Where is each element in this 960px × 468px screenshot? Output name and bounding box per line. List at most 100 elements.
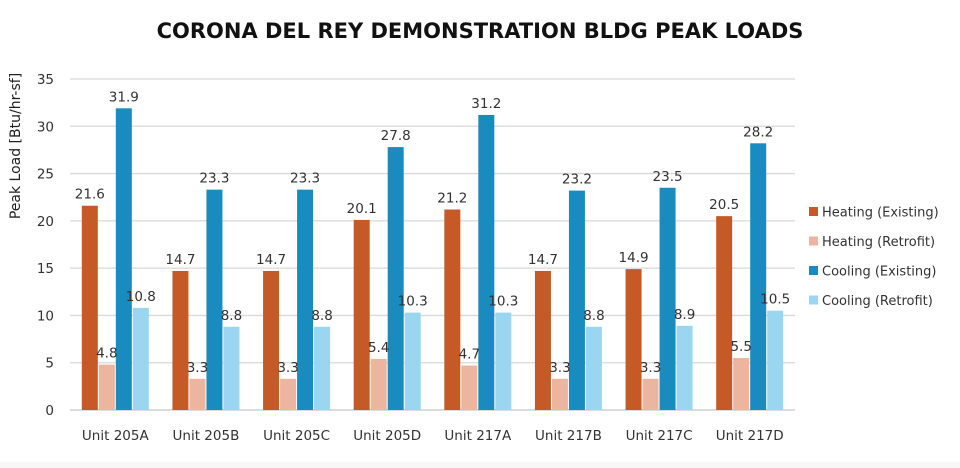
legend-item: Cooling (Existing) xyxy=(809,265,936,280)
data-label: 23.5 xyxy=(653,169,683,185)
data-label: 3.3 xyxy=(640,360,661,376)
data-label: 20.1 xyxy=(347,201,377,217)
legend-swatch xyxy=(809,207,818,216)
bar-heating-existing xyxy=(353,219,370,410)
data-label: 4.8 xyxy=(96,346,117,362)
legend: Heating (Existing) Heating (Retrofit) Cool… xyxy=(809,206,939,309)
bar-heating-retrofit xyxy=(733,357,750,410)
data-label: 14.7 xyxy=(165,252,195,268)
bar-heating-existing xyxy=(172,270,189,410)
data-label: 14.7 xyxy=(256,252,286,268)
data-label: 3.3 xyxy=(187,360,208,376)
data-label: 8.9 xyxy=(674,307,695,323)
data-label: 10.3 xyxy=(488,294,518,310)
bar-cooling-existing xyxy=(115,108,132,411)
bar-heating-existing xyxy=(263,270,280,410)
bar-cooling-retrofit xyxy=(314,326,331,410)
bar-heating-retrofit xyxy=(98,364,115,410)
data-label: 5.5 xyxy=(730,339,751,355)
y-tick-label: 35 xyxy=(37,72,54,88)
x-tick-label: Unit 217B xyxy=(535,428,602,444)
bar-cooling-existing xyxy=(750,143,767,410)
data-label: 14.7 xyxy=(528,252,558,268)
bar-cooling-retrofit xyxy=(585,326,602,410)
legend-item: Heating (Existing) xyxy=(809,206,939,221)
bar-heating-retrofit xyxy=(461,365,478,410)
bar-heating-existing xyxy=(444,209,461,410)
bars xyxy=(81,108,784,411)
bar-cooling-existing xyxy=(387,147,404,410)
x-tick-label: Unit 217D xyxy=(716,428,784,444)
bar-cooling-retrofit xyxy=(676,325,693,410)
y-tick-label: 0 xyxy=(45,403,54,419)
bar-heating-existing xyxy=(716,216,733,410)
data-label: 20.5 xyxy=(709,197,739,213)
chart-title: CORONA DEL REY DEMONSTRATION BLDG PEAK L… xyxy=(157,19,804,43)
data-label: 23.3 xyxy=(290,171,320,187)
data-label: 3.3 xyxy=(549,360,570,376)
bar-cooling-retrofit xyxy=(404,312,421,410)
bar-cooling-existing xyxy=(659,187,676,410)
legend-swatch xyxy=(809,295,818,305)
data-label: 3.3 xyxy=(277,360,298,376)
data-label: 10.8 xyxy=(126,289,156,305)
legend-label: Heating (Existing) xyxy=(822,206,939,221)
x-axis-ticks: Unit 205A Unit 205B Unit 205C Unit 205D Unit… xyxy=(82,428,784,444)
legend-item: Cooling (Retrofit) xyxy=(809,294,933,309)
data-label: 5.4 xyxy=(368,340,389,356)
bar-heating-existing xyxy=(81,205,98,410)
x-tick-label: Unit 217A xyxy=(444,428,512,444)
y-axis-ticks: 0 5 10 15 20 25 30 35 xyxy=(37,72,54,419)
data-label: 23.3 xyxy=(199,171,229,187)
y-tick-label: 5 xyxy=(45,356,54,372)
data-label: 4.7 xyxy=(459,347,480,363)
bar-heating-existing xyxy=(534,270,551,410)
bar-cooling-existing xyxy=(568,190,585,410)
bar-heating-retrofit xyxy=(642,378,659,410)
x-tick-label: Unit 205C xyxy=(263,428,330,444)
bar-cooling-retrofit xyxy=(223,326,240,410)
y-tick-label: 30 xyxy=(37,119,54,135)
bar-heating-retrofit xyxy=(370,358,387,410)
bar-cooling-retrofit xyxy=(767,310,784,410)
data-label: 10.3 xyxy=(398,294,428,310)
data-label: 21.2 xyxy=(437,191,467,207)
data-label: 23.2 xyxy=(562,172,592,188)
legend-swatch xyxy=(809,236,818,246)
y-tick-label: 25 xyxy=(37,167,54,183)
data-labels: 21.6 4.8 31.9 10.8 14.7 3.3 23.3 8.8 14.7 3.3 23.3… xyxy=(75,89,790,375)
bar-heating-existing xyxy=(625,269,642,410)
bottom-strip xyxy=(0,462,960,468)
bar-cooling-retrofit xyxy=(495,312,512,410)
y-tick-label: 15 xyxy=(37,261,54,277)
x-tick-label: Unit 205D xyxy=(353,428,421,444)
legend-label: Cooling (Existing) xyxy=(822,265,936,280)
bar-heating-retrofit xyxy=(189,378,206,410)
legend-label: Heating (Retrofit) xyxy=(822,235,935,250)
data-label: 8.8 xyxy=(311,308,332,324)
bar-cooling-retrofit xyxy=(132,307,149,410)
y-tick-label: 10 xyxy=(37,308,54,324)
y-axis-label: Peak Load [Btu/hr-sf] xyxy=(8,73,24,219)
legend-label: Cooling (Retrofit) xyxy=(822,294,933,309)
y-tick-label: 20 xyxy=(37,214,54,230)
bar-heating-retrofit xyxy=(280,378,297,410)
data-label: 14.9 xyxy=(619,250,649,266)
data-label: 21.6 xyxy=(75,187,105,203)
data-label: 31.2 xyxy=(471,96,501,112)
data-label: 8.8 xyxy=(221,308,242,324)
data-label: 28.2 xyxy=(743,124,773,140)
bar-cooling-existing xyxy=(206,189,223,410)
gridlines xyxy=(70,78,795,411)
legend-item: Heating (Retrofit) xyxy=(809,235,935,250)
bar-heating-retrofit xyxy=(551,378,568,410)
data-label: 27.8 xyxy=(381,128,411,144)
x-tick-label: Unit 205B xyxy=(173,428,240,444)
data-label: 8.8 xyxy=(583,308,604,324)
bar-cooling-existing xyxy=(478,114,495,411)
x-tick-label: Unit 205A xyxy=(82,428,150,444)
bar-cooling-existing xyxy=(297,189,314,410)
data-label: 31.9 xyxy=(109,89,139,105)
data-label: 10.5 xyxy=(760,292,790,308)
